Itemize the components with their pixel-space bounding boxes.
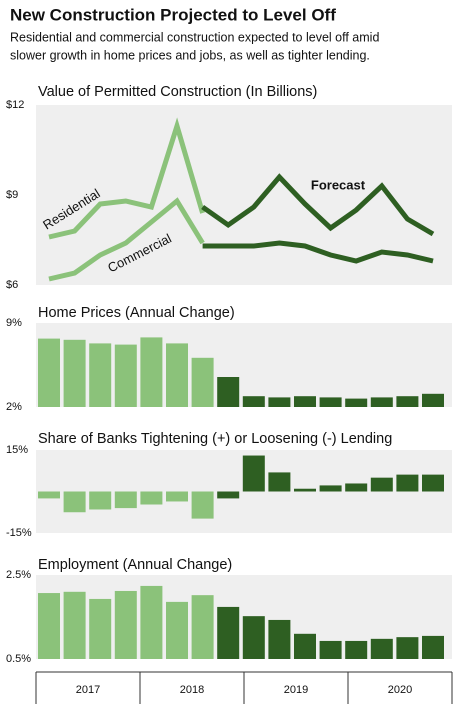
bar [396,637,419,659]
panel-title: Employment (Annual Change) [38,557,232,573]
y-tick-label: $6 [6,279,18,291]
bar [63,339,86,407]
bar [242,616,265,659]
bar [166,343,188,407]
line [202,240,434,264]
x-tick-label: 2019 [284,684,308,696]
panel-title: Share of Banks Tightening (+) or Looseni… [38,431,392,447]
bar [89,598,112,659]
bar [63,491,86,513]
panel-title: Home Prices (Annual Change) [38,305,235,321]
title: New Construction Projected to Level Off [10,5,336,24]
bar [114,491,137,509]
bar [268,619,291,659]
y-tick-label: 15% [6,444,28,456]
bar [114,590,137,659]
bar [319,485,342,492]
line [201,173,435,237]
bar [191,491,214,519]
bar [89,343,112,407]
bar [242,455,265,492]
bar [370,477,393,492]
y-tick-label: 9% [6,317,22,329]
bar [422,393,444,407]
bar [114,344,137,407]
bar [345,640,368,659]
bar [268,397,291,407]
bar [422,635,444,659]
y-tick-label: $12 [6,99,24,111]
y-tick-label: $9 [6,189,18,201]
panel-title: Value of Permitted Construction (In Bill… [38,84,317,100]
x-tick-label: 2018 [180,684,204,696]
bar [319,397,342,407]
bar [63,591,86,659]
line [48,117,205,240]
y-tick-label: 2.5% [6,569,31,581]
bar [268,472,291,492]
subtitle: slower growth in home prices and jobs, a… [10,48,370,62]
y-tick-label: 0.5% [6,653,31,665]
bar [396,396,419,407]
bar [217,491,240,499]
y-tick-label: -15% [6,527,32,539]
bar [191,595,214,659]
bar [140,491,163,505]
bar [166,601,188,659]
bar [140,585,163,659]
bar [370,397,393,407]
bar [38,593,60,659]
annotation: Forecast [311,177,366,192]
bar [294,488,316,492]
bar [319,640,342,659]
bar [140,337,163,407]
x-tick-label: 2017 [76,684,100,696]
bar [396,474,419,492]
bar [242,396,265,407]
bar [422,474,444,492]
bar [166,491,188,502]
bar [38,491,60,499]
bar [294,396,316,407]
line [48,197,205,282]
bar [345,398,368,407]
bar [89,491,112,510]
bar [217,606,240,659]
bar [294,633,316,659]
bar [217,377,240,407]
x-tick-label: 2020 [388,684,412,696]
bar [191,357,214,407]
bar [370,638,393,659]
bar [38,338,60,407]
bar [345,483,368,492]
y-tick-label: 2% [6,401,22,413]
subtitle: Residential and commercial construction … [10,30,379,44]
